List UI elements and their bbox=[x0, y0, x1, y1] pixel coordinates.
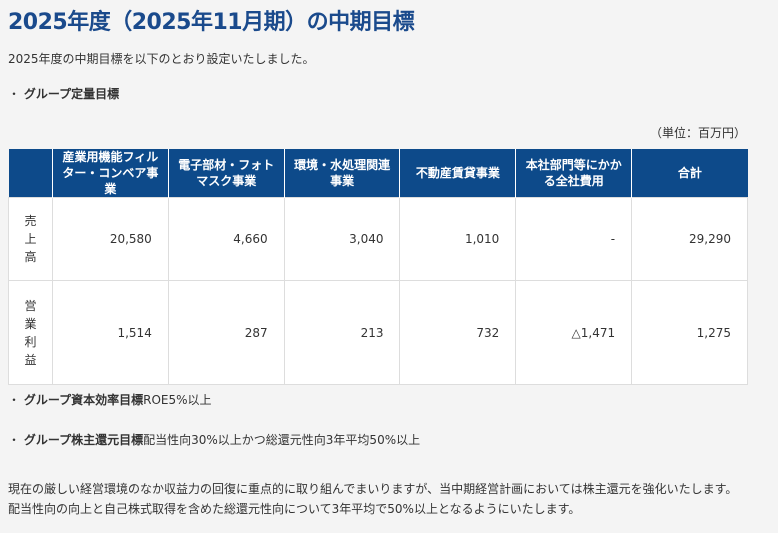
targets-table: 産業用機能フィルター・コンベア事業 電子部材・フォトマスク事業 環境・水処理関連… bbox=[8, 149, 748, 385]
table-cell: 213 bbox=[283, 280, 401, 385]
table-cell: 4,660 bbox=[167, 197, 285, 281]
header-cell-total: 合計 bbox=[631, 149, 748, 198]
header-cell-electronics-photomask: 電子部材・フォトマスク事業 bbox=[167, 149, 285, 198]
section-value: ROE5%以上 bbox=[143, 393, 212, 407]
header-cell-filter-conveyor: 産業用機能フィルター・コンベア事業 bbox=[52, 149, 169, 198]
table-cell: 287 bbox=[167, 280, 285, 385]
footer-paragraph: 現在の厳しい経営環境のなか収益力の回復に重点的に取り組んでまいりますが、当中期経… bbox=[8, 482, 738, 516]
table-cell: 3,040 bbox=[283, 197, 401, 281]
intro-text: 2025年度の中期目標を以下のとおり設定いたしました。 bbox=[8, 52, 315, 66]
table-cell: 29,290 bbox=[631, 197, 748, 281]
table-cell: 20,580 bbox=[52, 197, 169, 281]
page-title: 2025年度（2025年11月期）の中期目標 bbox=[8, 10, 415, 35]
table-cell: 1,514 bbox=[52, 280, 169, 385]
header-cell-empty bbox=[8, 149, 53, 198]
header-cell-environment-water: 環境・水処理関連事業 bbox=[283, 149, 400, 198]
unit-note: （単位：百万円） bbox=[649, 126, 746, 140]
table-cell: 1,275 bbox=[631, 280, 748, 385]
header-cell-real-estate: 不動産賃貸事業 bbox=[399, 149, 516, 198]
bullet-mark: ・ bbox=[8, 433, 21, 447]
row-label-operating-profit: 営 業 利 益 bbox=[8, 280, 53, 385]
section-label: グループ資本効率目標 bbox=[23, 393, 144, 407]
table-cell: △1,471 bbox=[515, 280, 633, 385]
table-cell: 732 bbox=[399, 280, 517, 385]
section-label: グループ定量目標 bbox=[23, 87, 120, 101]
table-row-operating-profit: 営 業 利 益 1,514 287 213 732 △1,471 1,275 bbox=[8, 280, 748, 385]
table-header-row: 産業用機能フィルター・コンベア事業 電子部材・フォトマスク事業 環境・水処理関連… bbox=[8, 149, 748, 198]
table-cell: 1,010 bbox=[399, 197, 517, 281]
section-shareholder-return: ・ グループ株主還元目標配当性向30%以上かつ総還元性向3年平均50%以上 bbox=[8, 431, 420, 448]
section-label: グループ株主還元目標 bbox=[23, 433, 144, 447]
section-group-quantitative: ・ グループ定量目標 bbox=[8, 85, 119, 102]
table-cell: - bbox=[515, 197, 633, 281]
section-capital-efficiency: ・ グループ資本効率目標ROE5%以上 bbox=[8, 391, 212, 408]
header-cell-corporate-costs: 本社部門等にかかる全社費用 bbox=[515, 149, 632, 198]
bullet-mark: ・ bbox=[8, 87, 21, 101]
row-label-sales: 売 上 高 bbox=[8, 197, 53, 281]
bullet-mark: ・ bbox=[8, 393, 21, 407]
section-value: 配当性向30%以上かつ総還元性向3年平均50%以上 bbox=[143, 433, 421, 447]
table-row-sales: 売 上 高 20,580 4,660 3,040 1,010 - 29,290 bbox=[8, 197, 748, 281]
